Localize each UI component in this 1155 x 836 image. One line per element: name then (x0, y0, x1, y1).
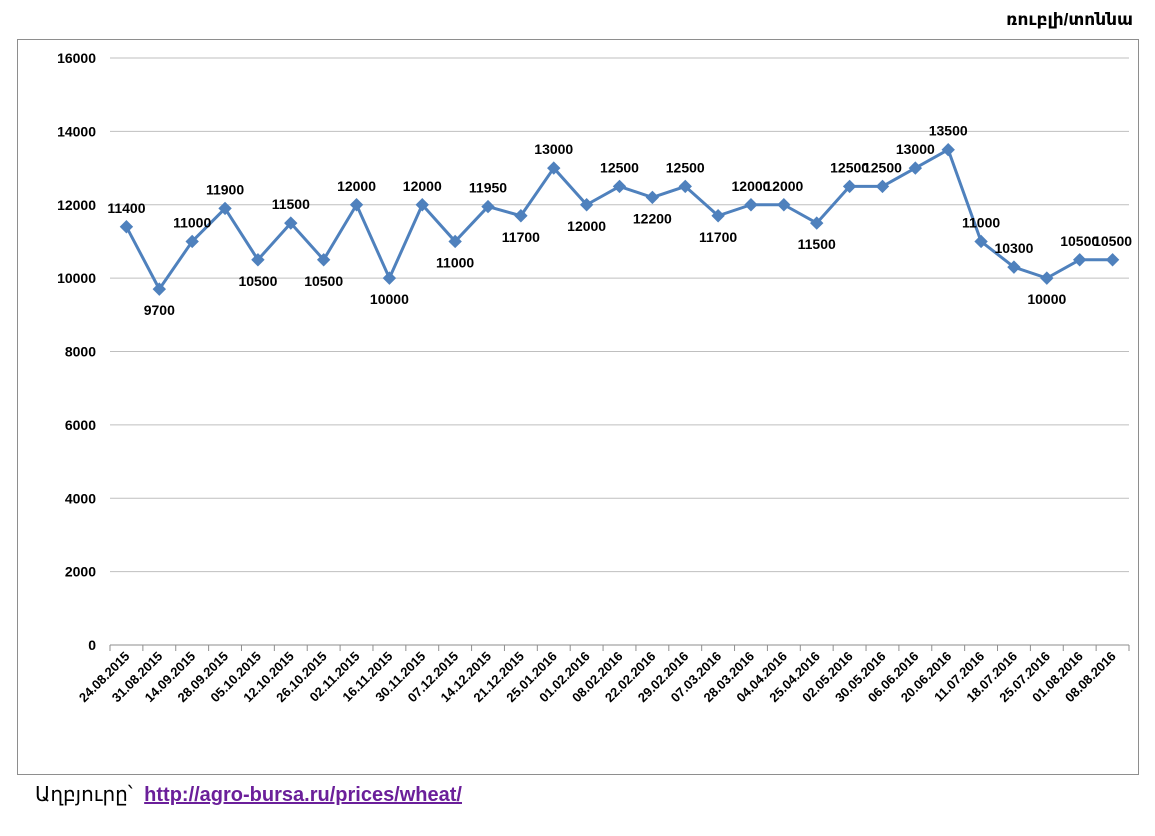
data-label: 12500 (830, 159, 869, 175)
data-point-marker (908, 161, 923, 175)
data-point-marker (579, 198, 594, 212)
data-label: 12500 (600, 159, 639, 175)
data-label: 12500 (666, 159, 705, 175)
data-label: 10300 (994, 240, 1033, 256)
data-point-marker (645, 190, 660, 205)
data-label: 11500 (798, 236, 836, 252)
data-label: 12000 (732, 178, 771, 194)
unit-label: ռուբլի/տոննա (1006, 10, 1133, 29)
data-point-marker (514, 209, 528, 223)
data-label: 10500 (304, 273, 343, 289)
y-tick-label: 12000 (57, 197, 96, 213)
data-label: 9700 (144, 302, 175, 318)
data-label: 13000 (896, 141, 935, 157)
data-point-marker (448, 234, 462, 249)
data-point-marker (547, 161, 561, 175)
data-label: 13000 (534, 141, 573, 157)
data-label: 12200 (633, 210, 672, 226)
y-tick-label: 16000 (57, 50, 96, 66)
y-tick-label: 0 (88, 637, 96, 653)
data-label: 12000 (567, 218, 606, 234)
y-tick-label: 14000 (57, 123, 96, 139)
data-point-marker (744, 198, 758, 212)
data-label: 10000 (370, 291, 409, 307)
source-label: Աղբյուրը՝ (35, 784, 133, 806)
data-point-marker (941, 143, 955, 157)
data-label: 13500 (929, 123, 968, 139)
data-point-marker (678, 179, 692, 194)
data-point-marker (612, 179, 627, 194)
data-label: 12000 (403, 178, 442, 194)
data-label: 11000 (173, 214, 211, 230)
source-line: Աղբյուրը՝ http://agro-bursa.ru/prices/wh… (35, 782, 462, 807)
data-point-marker (481, 199, 495, 214)
data-point-marker (284, 216, 298, 230)
data-point-marker (415, 198, 429, 212)
data-point-marker (251, 253, 265, 267)
data-point-marker (1007, 260, 1021, 274)
data-point-marker (185, 234, 199, 249)
data-label: 11950 (469, 180, 507, 196)
data-point-marker (875, 179, 890, 194)
data-label: 11700 (699, 229, 737, 245)
y-tick-label: 2000 (65, 564, 96, 580)
data-point-marker (711, 209, 725, 223)
data-label: 11400 (107, 200, 145, 216)
data-label: 12500 (863, 159, 902, 175)
data-point-marker (810, 216, 824, 230)
data-label: 12000 (337, 178, 376, 194)
data-point-marker (1105, 253, 1120, 267)
source-link[interactable]: http://agro-bursa.ru/prices/wheat/ (144, 784, 462, 806)
data-label: 11000 (436, 254, 474, 270)
data-label: 10000 (1027, 291, 1066, 307)
data-point-marker (316, 253, 331, 267)
data-point-marker (974, 234, 988, 249)
data-point-marker (777, 198, 791, 212)
data-label: 10500 (1060, 233, 1099, 249)
data-label: 11900 (206, 181, 244, 197)
data-label: 11500 (272, 196, 310, 212)
y-tick-label: 8000 (65, 344, 96, 360)
data-point-marker (382, 271, 397, 285)
data-label: 11700 (502, 229, 540, 245)
data-label: 12000 (764, 178, 803, 194)
data-label: 10500 (238, 273, 277, 289)
data-point-marker (152, 282, 167, 296)
data-point-marker (842, 179, 857, 194)
y-tick-label: 4000 (65, 490, 96, 506)
data-point-marker (349, 198, 364, 212)
data-label: 10500 (1093, 233, 1132, 249)
data-point-marker (218, 201, 232, 216)
data-point-marker (1040, 271, 1054, 285)
y-tick-label: 10000 (57, 270, 96, 286)
data-label: 11000 (962, 214, 1000, 230)
y-tick-label: 6000 (65, 417, 96, 433)
data-point-marker (119, 220, 134, 234)
data-point-marker (1072, 253, 1087, 267)
